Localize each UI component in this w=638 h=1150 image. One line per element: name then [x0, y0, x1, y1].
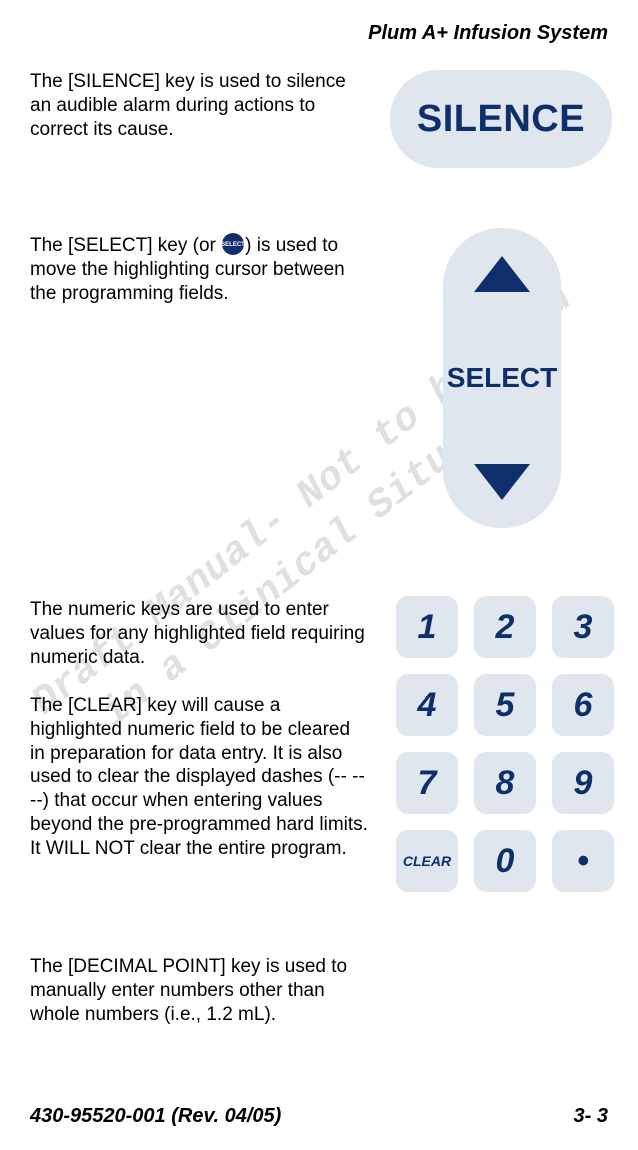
svg-text:SELECT: SELECT — [221, 242, 245, 248]
key-9[interactable]: 9 — [552, 752, 614, 814]
arrow-down-icon — [474, 464, 530, 500]
paragraph-select-pre: The [SELECT] key (or — [30, 235, 221, 256]
key-3[interactable]: 3 — [552, 596, 614, 658]
key-8[interactable]: 8 — [474, 752, 536, 814]
key-4[interactable]: 4 — [396, 674, 458, 736]
page-footer: 430-95520-001 (Rev. 04/05) 3- 3 — [30, 1105, 608, 1128]
key-clear[interactable]: CLEAR — [396, 830, 458, 892]
select-button[interactable]: SELECT — [443, 228, 561, 528]
key-7[interactable]: 7 — [396, 752, 458, 814]
silence-button-label: SILENCE — [417, 98, 585, 141]
key-2[interactable]: 2 — [474, 596, 536, 658]
key-6[interactable]: 6 — [552, 674, 614, 736]
key-1[interactable]: 1 — [396, 596, 458, 658]
arrow-up-icon — [474, 256, 530, 292]
select-icon: SELECT — [221, 232, 245, 256]
paragraph-silence: The [SILENCE] key is used to silence an … — [30, 70, 370, 141]
page-header-title: Plum A+ Infusion System — [368, 22, 608, 45]
paragraph-decimal: The [DECIMAL POINT] key is used to manua… — [30, 955, 370, 1026]
footer-page-number: 3- 3 — [574, 1105, 608, 1128]
footer-doc-id: 430-95520-001 (Rev. 04/05) — [30, 1105, 281, 1128]
paragraph-clear: The [CLEAR] key will cause a highlighted… — [30, 694, 370, 860]
key-5[interactable]: 5 — [474, 674, 536, 736]
silence-button[interactable]: SILENCE — [390, 70, 612, 168]
key-0[interactable]: 0 — [474, 830, 536, 892]
numeric-keypad: 1 2 3 4 5 6 7 8 9 CLEAR 0 • — [396, 596, 616, 892]
select-button-label: SELECT — [447, 362, 557, 394]
key-decimal[interactable]: • — [552, 830, 614, 892]
paragraph-numeric: The numeric keys are used to enter value… — [30, 598, 370, 669]
paragraph-select: The [SELECT] key (or SELECT) is used to … — [30, 232, 370, 305]
